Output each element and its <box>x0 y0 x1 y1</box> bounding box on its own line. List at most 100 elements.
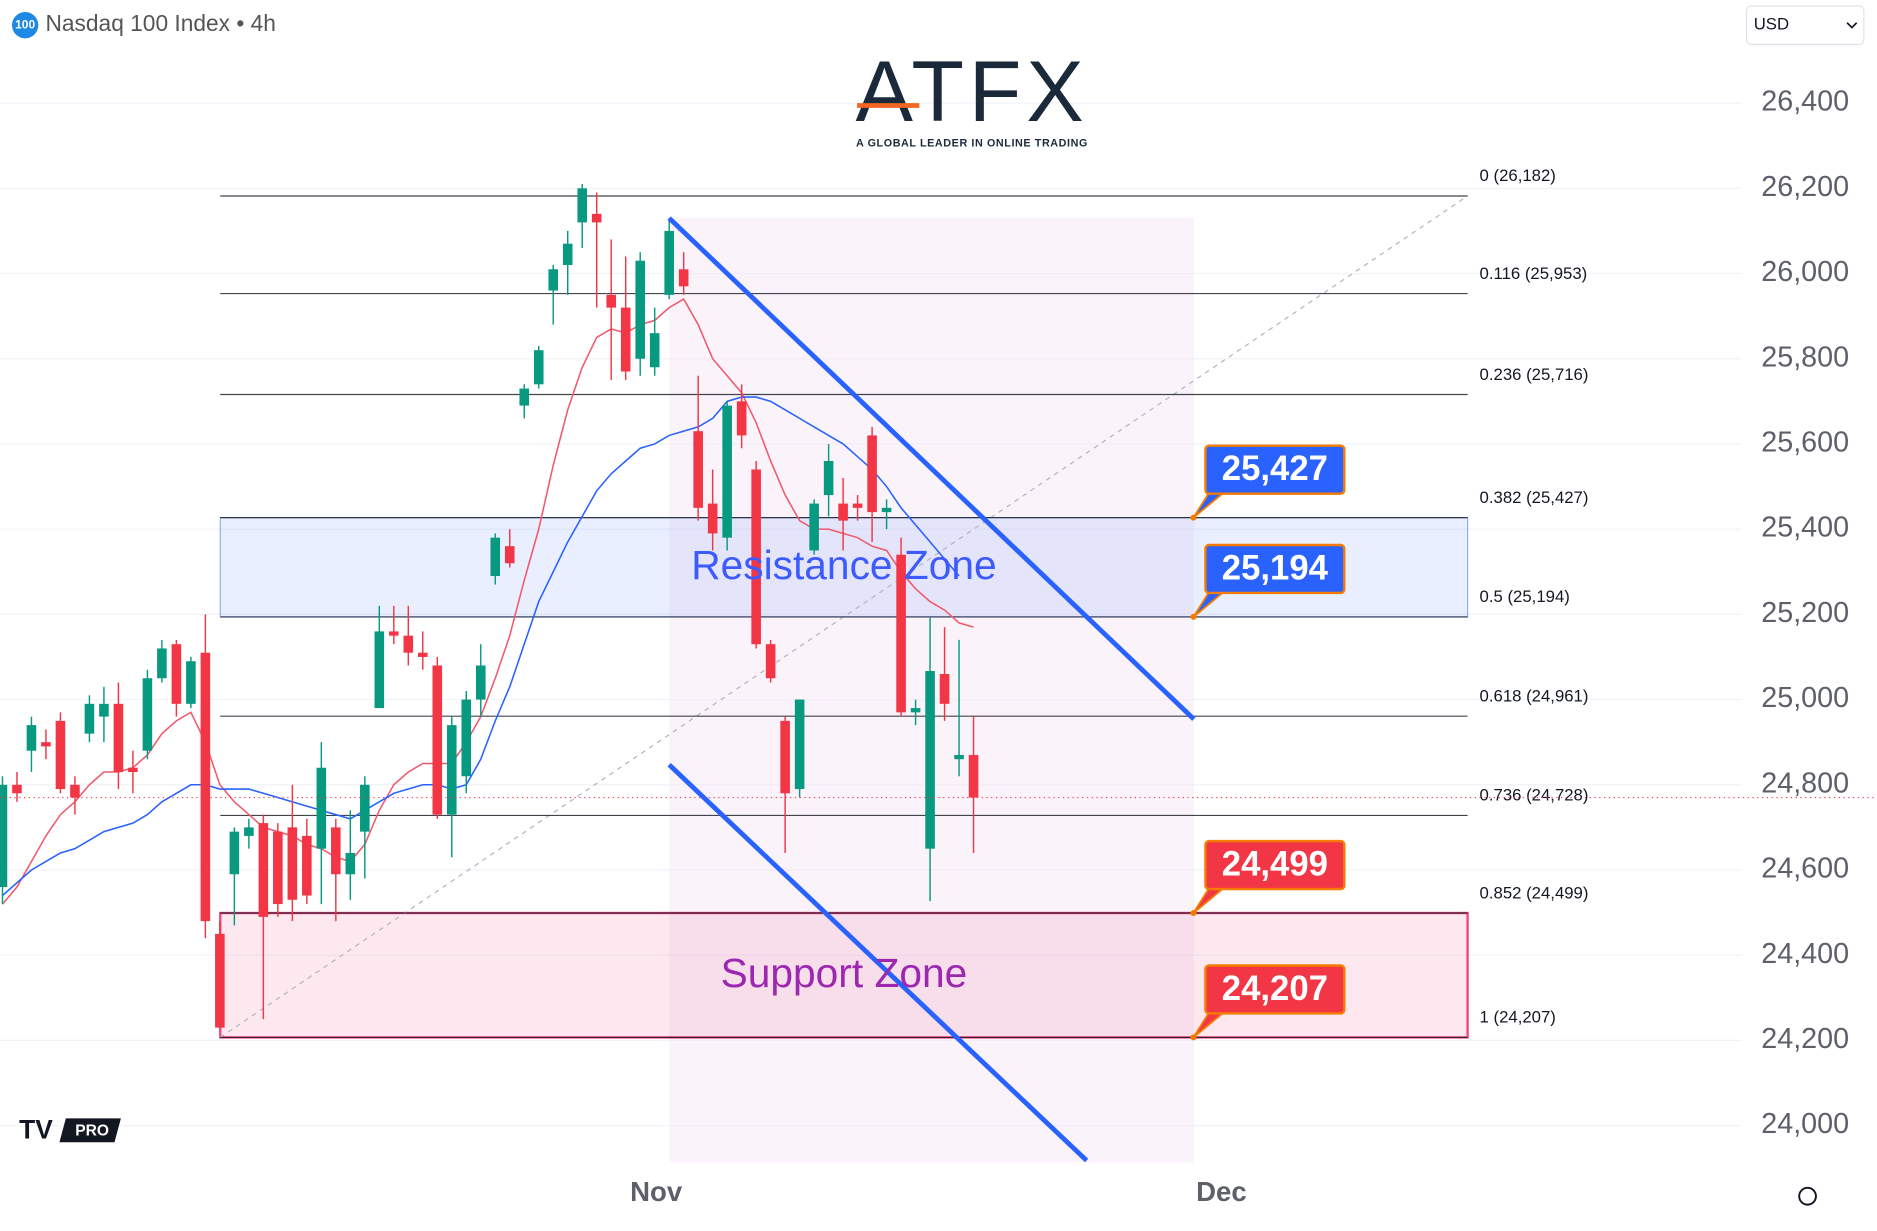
y-tick-label: 25,400 <box>1761 512 1849 544</box>
candle-body <box>838 503 848 521</box>
callout-anchor <box>1190 613 1197 620</box>
y-tick-label: 24,000 <box>1761 1108 1849 1140</box>
brand-tagline: A GLOBAL LEADER IN ONLINE TRADING <box>856 138 1088 150</box>
callout-anchor <box>1190 1034 1197 1041</box>
y-tick-label: 24,200 <box>1761 1023 1849 1055</box>
candle-body <box>736 401 747 436</box>
candle-body <box>591 213 602 223</box>
candle-body <box>316 767 327 849</box>
callout-anchor <box>1190 910 1197 917</box>
candle-body <box>157 648 167 679</box>
candle-body <box>751 469 761 645</box>
candle-body <box>229 831 240 875</box>
symbol-badge: 100 <box>15 17 35 31</box>
candle-body <box>258 823 269 917</box>
currency-label: USD <box>1754 15 1789 34</box>
y-tick-label: 25,800 <box>1761 341 1849 373</box>
candle-body <box>287 827 298 900</box>
candle-body <box>55 720 66 790</box>
candle-body <box>12 784 22 794</box>
zone-label: Support Zone <box>721 950 968 996</box>
settings-icon[interactable] <box>1798 1186 1817 1206</box>
y-tick-label: 26,400 <box>1761 86 1849 118</box>
candle-body <box>910 708 921 713</box>
chart-title: Nasdaq 100 Index • 4h <box>45 10 275 36</box>
candle-body <box>707 503 718 534</box>
candle-body <box>664 230 674 295</box>
candle-body <box>0 784 8 888</box>
trendline <box>667 216 1196 721</box>
candle-body <box>780 720 790 794</box>
candle-body <box>490 537 501 577</box>
candle-body <box>432 665 443 815</box>
candle-body <box>635 260 645 359</box>
candle-body <box>302 835 312 896</box>
callout-label: 24,207 <box>1222 970 1328 1008</box>
candle-body <box>84 703 95 734</box>
callout-box <box>1204 964 1346 1015</box>
moving-average <box>1 396 960 897</box>
candle-body <box>461 699 472 777</box>
candle-body <box>215 933 225 1028</box>
fib-label: 0.736 (24,728) <box>1480 786 1589 805</box>
candle-body <box>99 703 109 717</box>
brand-logo: ATFX <box>856 44 1089 140</box>
candle-body <box>374 631 385 709</box>
candle-body <box>70 784 80 798</box>
fib-label: 0.5 (25,194) <box>1480 587 1570 606</box>
candle-body <box>896 554 906 713</box>
candle-body <box>533 350 544 385</box>
callout-label: 25,427 <box>1222 450 1328 488</box>
currency-select[interactable] <box>1745 5 1865 45</box>
symbol-badge-icon <box>11 11 39 39</box>
fib-label: 0.382 (25,427) <box>1480 488 1589 507</box>
y-tick-label: 26,000 <box>1761 256 1849 288</box>
candle-body <box>389 631 399 636</box>
candle-body <box>968 754 979 798</box>
candle-body <box>620 307 631 372</box>
candle-body <box>954 754 964 760</box>
fib-label: 0.116 (25,953) <box>1480 264 1588 283</box>
candle-body <box>693 431 703 508</box>
candle-body <box>722 405 732 538</box>
candle-body <box>475 665 486 700</box>
callout-anchor <box>1190 514 1197 521</box>
fib-trend-line <box>219 195 1468 1038</box>
candle-body <box>765 644 776 679</box>
y-tick-label: 24,600 <box>1761 853 1849 885</box>
candle-body <box>925 671 935 849</box>
x-tick-label: Nov <box>630 1176 683 1207</box>
candle-body <box>867 435 877 513</box>
candle-body <box>244 827 254 836</box>
y-tick-label: 24,800 <box>1761 767 1849 799</box>
dropdown-caret <box>1846 22 1858 29</box>
candle-body <box>794 699 805 790</box>
candle-body <box>562 243 573 266</box>
fib-label: 0.618 (24,961) <box>1480 686 1589 705</box>
candle-body <box>519 388 530 406</box>
candle-body <box>852 503 863 508</box>
candle-body <box>331 827 341 875</box>
callout-box <box>1204 839 1346 891</box>
candle-body <box>649 333 660 368</box>
candle-body <box>939 674 950 704</box>
y-tick-label: 26,200 <box>1761 171 1849 203</box>
candle-body <box>823 460 834 496</box>
fib-label: 0 (26,182) <box>1480 166 1556 185</box>
zone-label: Resistance Zone <box>691 542 996 588</box>
tv-logo: TV <box>19 1114 53 1144</box>
x-tick-label: Dec <box>1196 1176 1247 1207</box>
candle-body <box>606 294 616 308</box>
candle-body <box>809 503 819 551</box>
candle-body <box>678 269 689 287</box>
fib-label: 1 (24,207) <box>1480 1008 1556 1027</box>
y-tick-label: 25,000 <box>1761 682 1849 714</box>
candle-body <box>186 661 196 704</box>
callout-label: 24,499 <box>1222 845 1328 883</box>
candle-body <box>446 725 457 815</box>
candle-body <box>128 767 138 772</box>
callout-box <box>1204 444 1346 495</box>
fib-label: 0.236 (25,716) <box>1480 365 1589 384</box>
y-tick-label: 24,400 <box>1761 938 1849 970</box>
